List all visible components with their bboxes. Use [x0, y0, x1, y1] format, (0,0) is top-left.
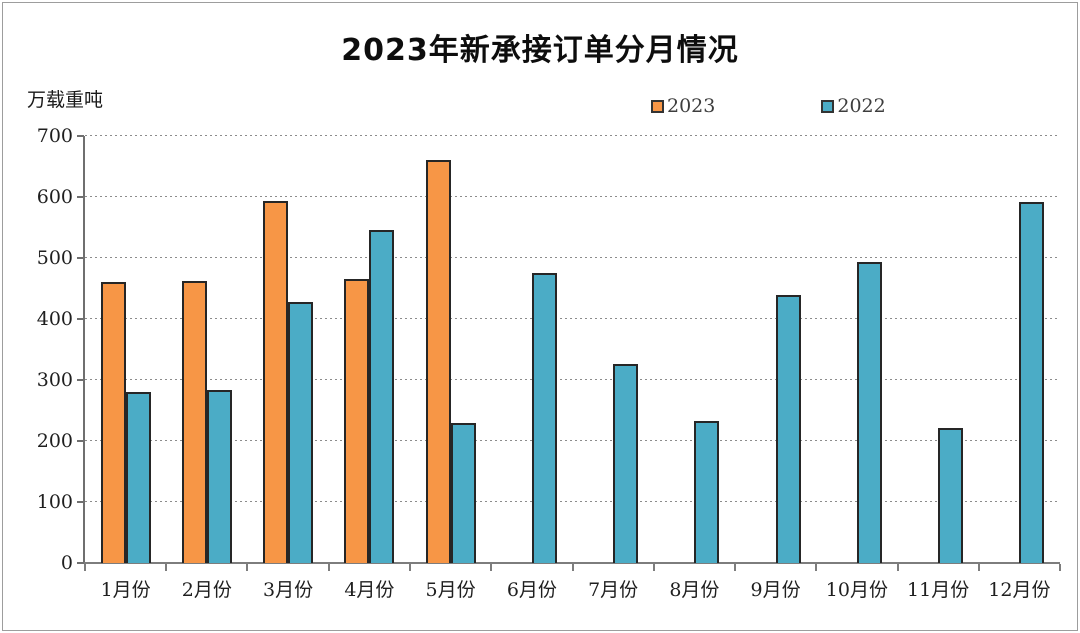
bar-2022-1月份 [125, 391, 151, 563]
y-axis-label-0: 0 [60, 552, 73, 574]
bar-2023-5月份 [425, 160, 451, 563]
bar-2022-5月份 [450, 422, 476, 563]
bar-2022-11月份 [938, 428, 964, 563]
category-6月份: 6月份 [491, 136, 572, 601]
bar-2022-9月份 [775, 294, 801, 563]
legend-swatch-2022 [821, 99, 835, 113]
category-4月份: 4月份 [329, 136, 410, 601]
x-tick-7 [652, 564, 655, 571]
x-tick-3 [327, 564, 330, 571]
x-tick-4 [408, 564, 411, 571]
x-tick-0 [84, 564, 86, 571]
category-12月份: 12月份 [979, 136, 1060, 601]
y-tick-700 [77, 135, 84, 137]
x-tick-6 [571, 564, 574, 571]
y-tick-200 [77, 440, 84, 443]
bar-2022-6月份 [531, 272, 557, 563]
y-tick-400 [77, 318, 84, 321]
legend-item-2023: 2023 [651, 95, 715, 117]
category-2月份: 2月份 [166, 136, 247, 601]
y-tick-600 [77, 196, 84, 198]
gridline-400 [85, 318, 1060, 319]
bar-2023-3月份 [263, 201, 289, 563]
legend-item-2022: 2022 [821, 95, 886, 117]
x-tick-11 [977, 564, 980, 571]
y-axis-label-200: 200 [36, 430, 73, 453]
bar-2022-4月份 [369, 229, 395, 563]
chart-title: 2023年新承接订单分月情况 [341, 33, 739, 68]
y-axis-label-500: 500 [36, 247, 73, 269]
bar-2022-10月份 [856, 261, 882, 563]
legend: 2023 2022 [651, 95, 886, 117]
legend-label-2022: 2022 [837, 95, 886, 117]
y-axis-unit-label: 万载重吨 [27, 89, 104, 111]
category-11月份: 11月份 [898, 136, 979, 601]
x-axis-label-12月份: 12月份 [988, 579, 1051, 601]
category-8月份: 8月份 [654, 136, 735, 601]
bar-2022-12月份 [1019, 201, 1045, 563]
legend-swatch-2023 [651, 99, 664, 113]
y-axis-line [83, 136, 85, 564]
x-axis-label-4月份: 4月份 [344, 579, 395, 601]
category-3月份: 3月份 [247, 136, 328, 601]
x-tick-10 [896, 564, 899, 571]
x-tick-1 [165, 564, 168, 571]
bar-2023-4月份 [344, 278, 370, 563]
category-5月份: 5月份 [410, 136, 491, 601]
bar-2022-7月份 [613, 364, 639, 563]
x-axis-label-11月份: 11月份 [907, 579, 970, 601]
category-1月份: 1月份 [85, 136, 166, 601]
y-axis-label-100: 100 [36, 491, 73, 514]
bar-2022-3月份 [288, 301, 314, 563]
x-axis-label-9月份: 9月份 [750, 579, 801, 601]
x-tick-12 [1059, 564, 1061, 571]
y-tick-100 [77, 501, 84, 504]
gridline-100 [85, 501, 1060, 502]
y-axis-label-600: 600 [36, 186, 73, 208]
gridline-500 [85, 257, 1060, 258]
gridline-600 [85, 196, 1060, 197]
bar-2023-2月份 [181, 281, 207, 563]
gridline-200 [85, 440, 1060, 441]
category-7月份: 7月份 [573, 136, 654, 601]
bar-2022-8月份 [694, 421, 720, 563]
x-axis-label-10月份: 10月份 [825, 579, 888, 601]
category-10月份: 10月份 [816, 136, 897, 601]
y-tick-0 [77, 562, 84, 564]
x-tick-8 [733, 564, 736, 571]
x-axis-label-3月份: 3月份 [263, 579, 314, 601]
x-axis-label-7月份: 7月份 [588, 579, 639, 601]
x-axis-label-6月份: 6月份 [506, 579, 557, 601]
x-axis-label-5月份: 5月份 [425, 579, 476, 601]
y-axis-label-300: 300 [36, 369, 73, 391]
category-9月份: 9月份 [735, 136, 816, 601]
x-tick-9 [815, 564, 818, 571]
x-tick-5 [490, 564, 493, 571]
gridline-700 [85, 135, 1060, 136]
y-tick-500 [77, 257, 84, 259]
y-axis-label-700: 700 [36, 125, 73, 147]
y-axis-label-400: 400 [36, 308, 73, 331]
x-axis-line [83, 562, 1060, 564]
gridline-300 [85, 379, 1060, 380]
x-axis-label-8月份: 8月份 [669, 579, 720, 601]
bar-2023-1月份 [100, 282, 126, 563]
legend-label-2023: 2023 [667, 95, 716, 117]
x-axis-label-2月份: 2月份 [181, 579, 232, 601]
x-axis-label-1月份: 1月份 [100, 579, 151, 601]
plot-area: 0 100 200 300 400 500 600 700 1月份 2月份 3月份 4月份 5月份 6月份… [37, 125, 1061, 601]
x-tick-2 [246, 564, 249, 571]
y-tick-300 [77, 379, 84, 381]
bar-2022-2月份 [206, 390, 232, 563]
